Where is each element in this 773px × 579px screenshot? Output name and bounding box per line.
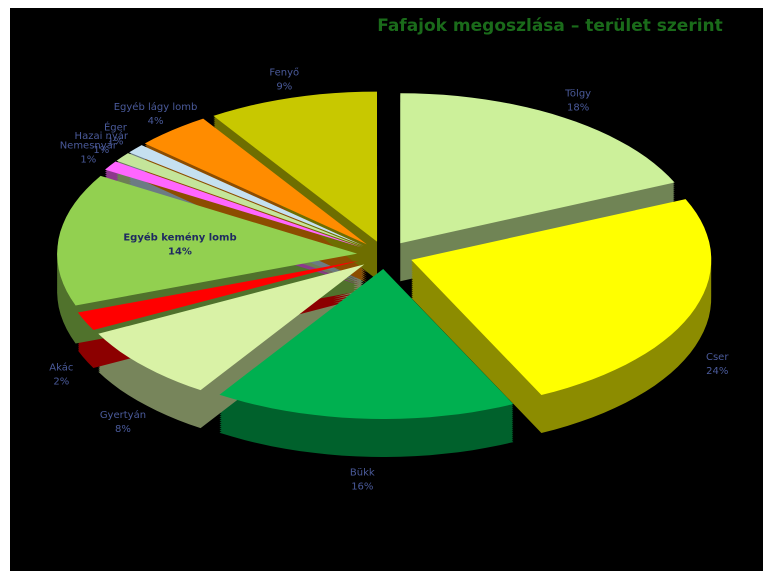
slice xyxy=(105,161,362,248)
slice xyxy=(144,118,367,245)
slice-label: Akác xyxy=(49,362,73,374)
slice-value-label: 1% xyxy=(80,154,96,165)
slice-label: Fenyő xyxy=(269,66,299,78)
slice xyxy=(57,175,358,306)
slice-value-label: 18% xyxy=(567,103,589,114)
slice-value-label: 2% xyxy=(53,377,69,388)
slice-value-label: 8% xyxy=(115,424,131,435)
slice-value-label: 1% xyxy=(108,136,124,147)
slice xyxy=(77,260,360,330)
slice-label: Nemesnyár xyxy=(60,139,118,151)
slice-label: Gyertyán xyxy=(100,409,146,421)
slice xyxy=(98,264,365,391)
slice xyxy=(219,268,514,419)
slice-label: Egyéb kemény lomb xyxy=(123,232,236,244)
slice-value-label: 4% xyxy=(148,116,164,127)
chart-title: Fafajok megoszlása – terület szerint xyxy=(377,16,723,36)
slice-value-label: 9% xyxy=(276,81,292,92)
slice-tops xyxy=(57,91,712,419)
slice-label: Bükk xyxy=(350,468,375,479)
slice-label: Hazai nyár xyxy=(75,130,129,142)
slice-label: Éger xyxy=(104,120,128,133)
slice-label: Egyéb lágy lomb xyxy=(114,101,198,113)
slice-value-label: 24% xyxy=(706,366,728,377)
slice-value-label: 16% xyxy=(351,482,373,493)
slice-label: Cser xyxy=(706,352,729,363)
slice xyxy=(400,93,675,244)
slice-value-label: 14% xyxy=(168,247,192,258)
slice xyxy=(129,145,364,246)
slice-label: Tölgy xyxy=(564,89,591,100)
slice xyxy=(213,91,378,242)
slice xyxy=(116,153,363,247)
slice xyxy=(411,199,712,395)
slice-value-label: 1% xyxy=(93,145,109,156)
